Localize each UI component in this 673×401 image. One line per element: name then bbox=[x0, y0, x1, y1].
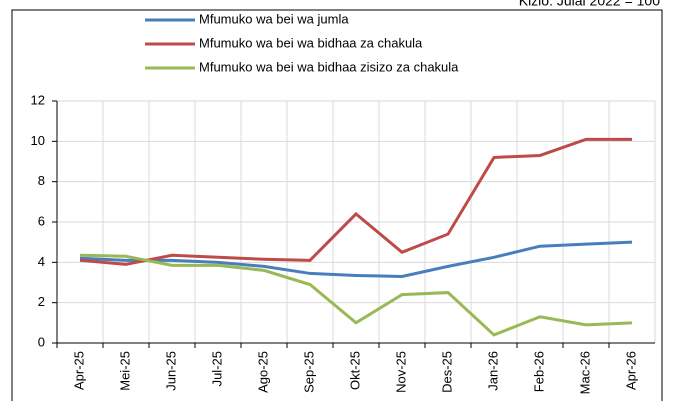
x-tick-label: Sep-25 bbox=[301, 351, 316, 393]
y-tick-label: 0 bbox=[38, 334, 45, 349]
unit-note: Kizio: Julai 2022 = 100 bbox=[519, 0, 660, 9]
x-tick-label: Jul-25 bbox=[209, 351, 224, 386]
y-tick-label: 12 bbox=[31, 92, 45, 107]
legend-label: Mfumuko wa bei wa bidhaa zisizo za chaku… bbox=[199, 59, 459, 74]
x-tick-label: Jun-25 bbox=[163, 351, 178, 391]
x-tick-label: Mei-25 bbox=[117, 351, 132, 391]
y-tick-label: 4 bbox=[38, 254, 45, 269]
x-tick-label: Jan-26 bbox=[485, 351, 500, 391]
x-tick-label: Feb-26 bbox=[531, 351, 546, 392]
series-line bbox=[79, 253, 633, 337]
chart-frame bbox=[11, 9, 663, 401]
x-tick-label: Apr-26 bbox=[623, 351, 638, 390]
legend-label: Mfumuko wa bei wa bidhaa za chakula bbox=[199, 35, 423, 50]
legend-label: Mfumuko wa bei wa jumla bbox=[199, 11, 349, 26]
x-tick-label: Nov-25 bbox=[393, 351, 408, 393]
y-tick-label: 8 bbox=[38, 173, 45, 188]
series-line bbox=[79, 137, 632, 266]
series-line bbox=[79, 240, 633, 278]
x-tick-label: Des-25 bbox=[439, 351, 454, 393]
y-tick-label: 2 bbox=[38, 294, 45, 309]
x-tick-label: Ago-25 bbox=[255, 351, 270, 393]
y-tick-label: 6 bbox=[38, 213, 45, 228]
x-tick-label: Apr-25 bbox=[71, 351, 86, 390]
x-tick-label: Okt-25 bbox=[347, 351, 362, 390]
y-tick-label: 10 bbox=[31, 133, 45, 148]
x-tick-label: Mac-26 bbox=[577, 351, 592, 394]
